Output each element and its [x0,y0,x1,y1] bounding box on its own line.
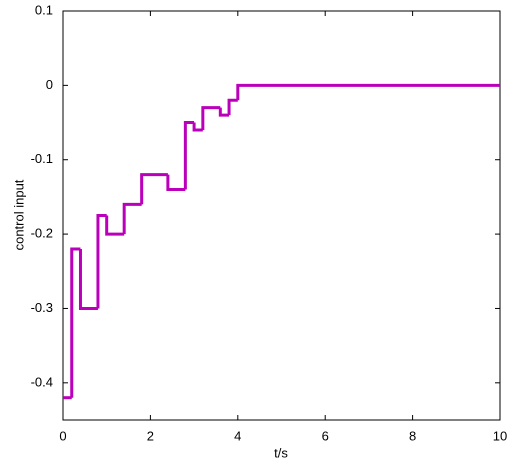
x-axis-label: t/s [274,445,288,460]
y-tick-label: -0.1 [31,151,53,166]
y-tick-label: -0.4 [31,374,53,389]
step-segment [236,83,500,101]
step-segment [183,121,195,190]
y-tick-label: -0.2 [31,226,53,241]
step-segment [218,107,230,117]
step-segment [140,173,168,205]
y-tick-label: 0 [46,77,53,92]
step-segment [192,122,203,132]
x-tick-label: 6 [322,428,329,443]
x-tick-label: 4 [234,428,241,443]
step-segment [105,215,125,236]
x-tick-label: 0 [59,428,66,443]
x-tick-label: 8 [409,428,416,443]
x-tick-label: 2 [147,428,154,443]
step-segment [96,214,107,309]
step-segment [227,98,238,116]
y-axis-label: control input [11,179,26,250]
plot-frame [62,10,501,421]
y-tick-label: -0.3 [31,300,53,315]
step-segment [122,202,142,235]
x-tick-label: 10 [493,428,507,443]
step-segment [78,248,98,310]
y-tick-label: 0.1 [35,2,53,17]
step-segment [70,247,81,398]
step-segment [201,106,221,130]
step-segment [166,174,186,191]
